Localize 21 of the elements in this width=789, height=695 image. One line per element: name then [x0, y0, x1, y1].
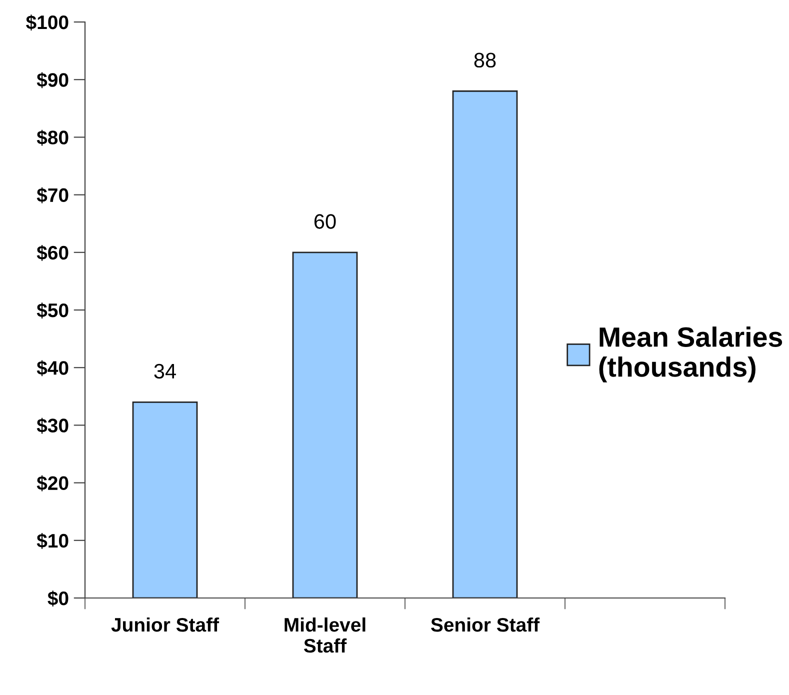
bar [292, 252, 358, 598]
data-label: 34 [154, 364, 176, 379]
y-tick-label: $10 [36, 533, 68, 549]
x-tick-label: Mid-level Staff [284, 617, 366, 653]
y-tick-label: $0 [48, 590, 68, 606]
y-tick-label: $90 [36, 72, 68, 88]
y-tick-label: $100 [26, 14, 68, 30]
y-tick-label: $30 [36, 418, 68, 434]
x-tick-label: Senior Staff [431, 617, 540, 632]
data-label: 60 [314, 214, 336, 229]
legend-label: Mean Salaries (thousands) [599, 326, 782, 382]
y-tick-label: $60 [36, 245, 68, 261]
data-label: 88 [474, 52, 496, 68]
y-tick-label: $50 [36, 302, 68, 318]
y-tick-label: $20 [36, 475, 68, 492]
bar [452, 90, 518, 598]
y-tick-label: $80 [36, 130, 68, 146]
bar [132, 401, 198, 598]
y-tick-label: $40 [36, 360, 68, 376]
x-tick-label: Junior Staff [111, 617, 220, 632]
y-tick-label: $70 [36, 187, 68, 204]
